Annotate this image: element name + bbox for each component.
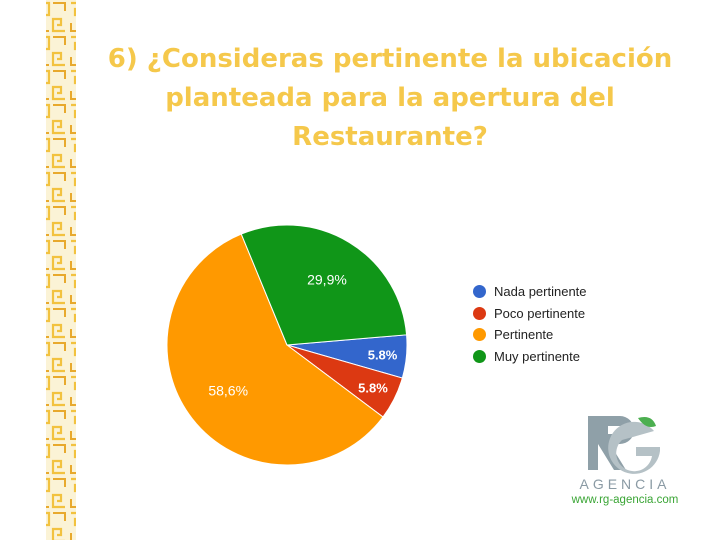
legend-swatch (473, 306, 486, 320)
legend-item-poco: Poco pertinente (473, 303, 587, 325)
title-line-1: 6) ¿Consideras pertinente la ubicación (107, 44, 673, 74)
title-line-3: Restaurante? (292, 122, 488, 152)
legend-swatch (473, 328, 486, 342)
chart-legend: Nada pertinente Poco pertinente Pertinen… (473, 281, 587, 367)
logo-wordmark: AGENCIA (579, 476, 671, 492)
legend-item-pertinente: Pertinente (473, 324, 587, 346)
pie-slice-muy-pertinente (240, 224, 408, 346)
slice-data-label: 5.8% (368, 347, 398, 362)
logo-url: www.rg-agencia.com (571, 494, 679, 506)
legend-label: Nada pertinente (494, 284, 587, 300)
legend-label: Muy pertinente (494, 348, 580, 364)
legend-label: Pertinente (494, 327, 554, 343)
legend-swatch (473, 285, 486, 299)
slide-title: 6) ¿Consideras pertinente la ubicación p… (100, 40, 680, 157)
legend-swatch (473, 349, 486, 363)
legend-item-muy: Muy pertinente (473, 346, 587, 368)
legend-item-nada: Nada pertinente (473, 281, 587, 303)
agency-logo: AGENCIA www.rg-agencia.com (560, 410, 690, 510)
legend-label: Poco pertinente (494, 305, 586, 321)
border-pattern (46, 0, 76, 540)
decorative-border (0, 0, 78, 540)
slice-data-label: 5.8% (358, 381, 388, 396)
pie-slice-pertinente (166, 233, 384, 466)
slice-data-label: 29,9% (307, 271, 347, 287)
slice-data-label: 58,6% (208, 383, 248, 399)
title-line-2: planteada para la apertura del (165, 83, 615, 113)
rg-logo-icon (588, 416, 660, 474)
